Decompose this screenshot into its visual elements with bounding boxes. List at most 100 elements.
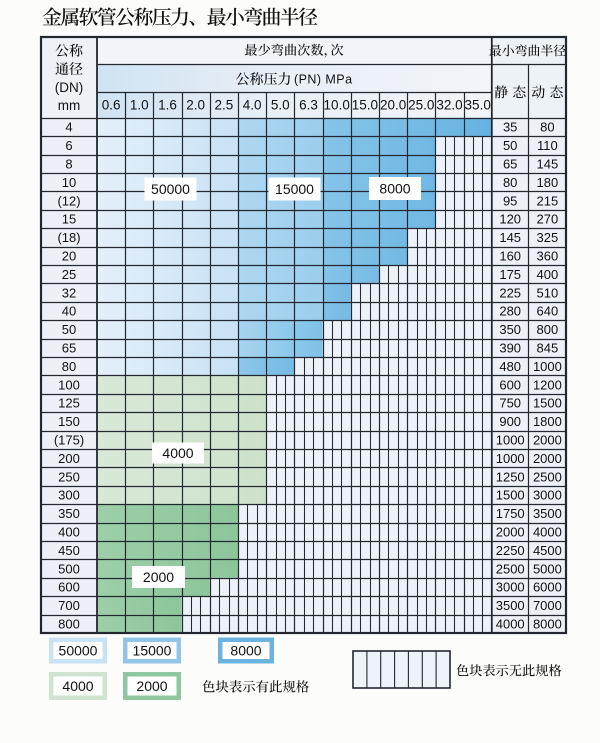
- svg-text:32: 32: [62, 285, 76, 300]
- svg-text:2.0: 2.0: [186, 98, 205, 113]
- svg-text:180: 180: [537, 175, 559, 190]
- svg-text:1800: 1800: [533, 414, 562, 429]
- svg-text:600: 600: [58, 580, 80, 595]
- svg-text:400: 400: [58, 525, 80, 540]
- svg-text:10.0: 10.0: [324, 98, 350, 113]
- svg-text:280: 280: [499, 304, 521, 319]
- svg-text:4000: 4000: [533, 525, 562, 540]
- svg-text:(PN) MPa: (PN) MPa: [294, 73, 352, 87]
- svg-text:2000: 2000: [143, 569, 174, 585]
- svg-text:15000: 15000: [275, 181, 314, 197]
- svg-text:80: 80: [62, 359, 76, 374]
- svg-text:175: 175: [499, 267, 521, 282]
- svg-text:1500: 1500: [533, 396, 562, 411]
- svg-text:390: 390: [499, 341, 521, 356]
- svg-text:2000: 2000: [533, 433, 562, 448]
- svg-text:65: 65: [503, 157, 517, 172]
- svg-text:3500: 3500: [533, 506, 562, 521]
- svg-text:350: 350: [499, 322, 521, 337]
- svg-text:15.0: 15.0: [352, 98, 378, 113]
- svg-text:6000: 6000: [533, 580, 562, 595]
- svg-text:25: 25: [62, 267, 76, 282]
- svg-text:125: 125: [58, 396, 80, 411]
- svg-text:7000: 7000: [533, 598, 562, 613]
- svg-text:1000: 1000: [533, 359, 562, 374]
- svg-text:400: 400: [537, 267, 559, 282]
- svg-text:mm: mm: [58, 98, 81, 113]
- svg-text:3000: 3000: [496, 580, 525, 595]
- svg-text:2000: 2000: [136, 678, 167, 694]
- svg-text:750: 750: [499, 396, 521, 411]
- svg-text:225: 225: [499, 285, 521, 300]
- svg-text:4: 4: [65, 120, 72, 135]
- svg-text:4000: 4000: [496, 617, 525, 632]
- svg-text:20: 20: [62, 249, 76, 264]
- svg-text:900: 900: [499, 414, 521, 429]
- svg-text:80: 80: [540, 120, 554, 135]
- svg-text:2500: 2500: [496, 561, 525, 576]
- svg-text:300: 300: [58, 488, 80, 503]
- svg-text:480: 480: [499, 359, 521, 374]
- svg-text:8000: 8000: [379, 181, 410, 197]
- svg-text:100: 100: [58, 377, 80, 392]
- svg-text:50: 50: [62, 322, 76, 337]
- svg-text:50000: 50000: [59, 643, 98, 659]
- svg-text:0.6: 0.6: [102, 98, 121, 113]
- svg-text:1000: 1000: [496, 451, 525, 466]
- svg-text:600: 600: [499, 377, 521, 392]
- svg-text:(DN): (DN): [55, 80, 84, 95]
- svg-text:95: 95: [503, 193, 517, 208]
- svg-text:1.0: 1.0: [130, 98, 149, 113]
- svg-text:640: 640: [537, 304, 559, 319]
- svg-text:3000: 3000: [533, 488, 562, 503]
- svg-text:10: 10: [62, 175, 76, 190]
- svg-text:25.0: 25.0: [408, 98, 434, 113]
- svg-text:15: 15: [62, 212, 76, 227]
- svg-text:4000: 4000: [162, 445, 193, 461]
- svg-text:2.5: 2.5: [215, 98, 234, 113]
- svg-text:2000: 2000: [496, 525, 525, 540]
- svg-text:2000: 2000: [533, 451, 562, 466]
- svg-text:150: 150: [58, 414, 80, 429]
- svg-text:120: 120: [499, 212, 521, 227]
- svg-text:5.0: 5.0: [271, 98, 290, 113]
- svg-text:40: 40: [62, 304, 76, 319]
- svg-text:350: 350: [58, 506, 80, 521]
- svg-text:500: 500: [58, 561, 80, 576]
- svg-text:700: 700: [58, 598, 80, 613]
- svg-text:8000: 8000: [230, 643, 261, 659]
- svg-text:15000: 15000: [133, 643, 172, 659]
- svg-text:50000: 50000: [151, 181, 190, 197]
- svg-text:845: 845: [537, 341, 559, 356]
- svg-text:450: 450: [58, 543, 80, 558]
- svg-text:5000: 5000: [533, 561, 562, 576]
- svg-text:(175): (175): [54, 433, 84, 448]
- svg-text:8: 8: [65, 157, 72, 172]
- svg-text:145: 145: [499, 230, 521, 245]
- svg-text:(12): (12): [57, 193, 80, 208]
- svg-text:250: 250: [58, 469, 80, 484]
- svg-text:1250: 1250: [496, 469, 525, 484]
- svg-text:1200: 1200: [533, 377, 562, 392]
- svg-text:110: 110: [537, 138, 558, 153]
- svg-text:800: 800: [58, 617, 80, 632]
- svg-text:35: 35: [503, 120, 517, 135]
- svg-text:270: 270: [537, 212, 559, 227]
- svg-text:510: 510: [537, 285, 559, 300]
- svg-text:325: 325: [537, 230, 559, 245]
- svg-text:4000: 4000: [62, 678, 93, 694]
- svg-text:160: 160: [499, 249, 521, 264]
- svg-text:1000: 1000: [496, 433, 525, 448]
- svg-text:4.0: 4.0: [243, 98, 262, 113]
- svg-text:1500: 1500: [496, 488, 525, 503]
- svg-text:145: 145: [537, 157, 559, 172]
- svg-text:200: 200: [58, 451, 80, 466]
- svg-text:35.0: 35.0: [465, 98, 491, 113]
- svg-text:2250: 2250: [496, 543, 525, 558]
- svg-text:6: 6: [65, 138, 72, 153]
- svg-text:6.3: 6.3: [299, 98, 318, 113]
- svg-text:1750: 1750: [496, 506, 525, 521]
- svg-text:80: 80: [503, 175, 517, 190]
- svg-text:65: 65: [62, 341, 76, 356]
- svg-text:360: 360: [537, 249, 559, 264]
